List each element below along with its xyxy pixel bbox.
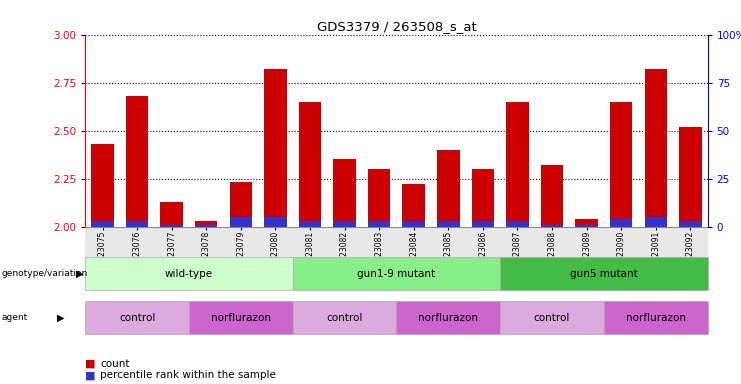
Bar bbox=[506, 102, 528, 227]
Text: ■: ■ bbox=[85, 370, 96, 380]
Bar bbox=[541, 225, 563, 227]
Text: control: control bbox=[534, 313, 571, 323]
Title: GDS3379 / 263508_s_at: GDS3379 / 263508_s_at bbox=[316, 20, 476, 33]
Text: norflurazon: norflurazon bbox=[211, 313, 270, 323]
Bar bbox=[368, 169, 391, 227]
Bar bbox=[541, 165, 563, 227]
Text: ■: ■ bbox=[85, 359, 96, 369]
Text: gun1-9 mutant: gun1-9 mutant bbox=[357, 268, 436, 279]
Bar bbox=[160, 225, 183, 227]
Bar bbox=[230, 217, 252, 227]
Bar bbox=[333, 159, 356, 227]
Text: ▶: ▶ bbox=[76, 268, 83, 279]
Text: percentile rank within the sample: percentile rank within the sample bbox=[100, 370, 276, 380]
Text: gun5 mutant: gun5 mutant bbox=[570, 268, 638, 279]
Text: ▶: ▶ bbox=[57, 313, 64, 323]
Bar bbox=[91, 221, 113, 227]
Text: wild-type: wild-type bbox=[165, 268, 213, 279]
Bar bbox=[264, 69, 287, 227]
Text: genotype/variation: genotype/variation bbox=[1, 269, 87, 278]
Bar bbox=[575, 225, 598, 227]
Bar bbox=[126, 221, 148, 227]
Bar bbox=[471, 169, 494, 227]
Bar bbox=[575, 219, 598, 227]
Bar bbox=[333, 221, 356, 227]
Bar bbox=[195, 221, 217, 227]
Bar bbox=[264, 217, 287, 227]
Text: norflurazon: norflurazon bbox=[419, 313, 478, 323]
Bar bbox=[402, 221, 425, 227]
Text: count: count bbox=[100, 359, 130, 369]
Bar bbox=[91, 144, 113, 227]
Bar bbox=[471, 221, 494, 227]
Bar bbox=[368, 221, 391, 227]
Text: control: control bbox=[326, 313, 363, 323]
Text: norflurazon: norflurazon bbox=[626, 313, 685, 323]
Bar bbox=[610, 219, 632, 227]
Bar bbox=[610, 102, 632, 227]
Bar bbox=[645, 69, 667, 227]
Bar bbox=[506, 221, 528, 227]
Bar bbox=[160, 202, 183, 227]
Text: control: control bbox=[119, 313, 156, 323]
Bar bbox=[437, 150, 459, 227]
Bar bbox=[126, 96, 148, 227]
Bar bbox=[679, 221, 702, 227]
Text: agent: agent bbox=[1, 313, 27, 322]
Bar bbox=[679, 127, 702, 227]
Bar bbox=[402, 184, 425, 227]
Bar bbox=[195, 225, 217, 227]
Bar bbox=[299, 221, 322, 227]
Bar bbox=[230, 182, 252, 227]
Bar bbox=[437, 221, 459, 227]
Bar bbox=[299, 102, 322, 227]
Bar bbox=[645, 217, 667, 227]
